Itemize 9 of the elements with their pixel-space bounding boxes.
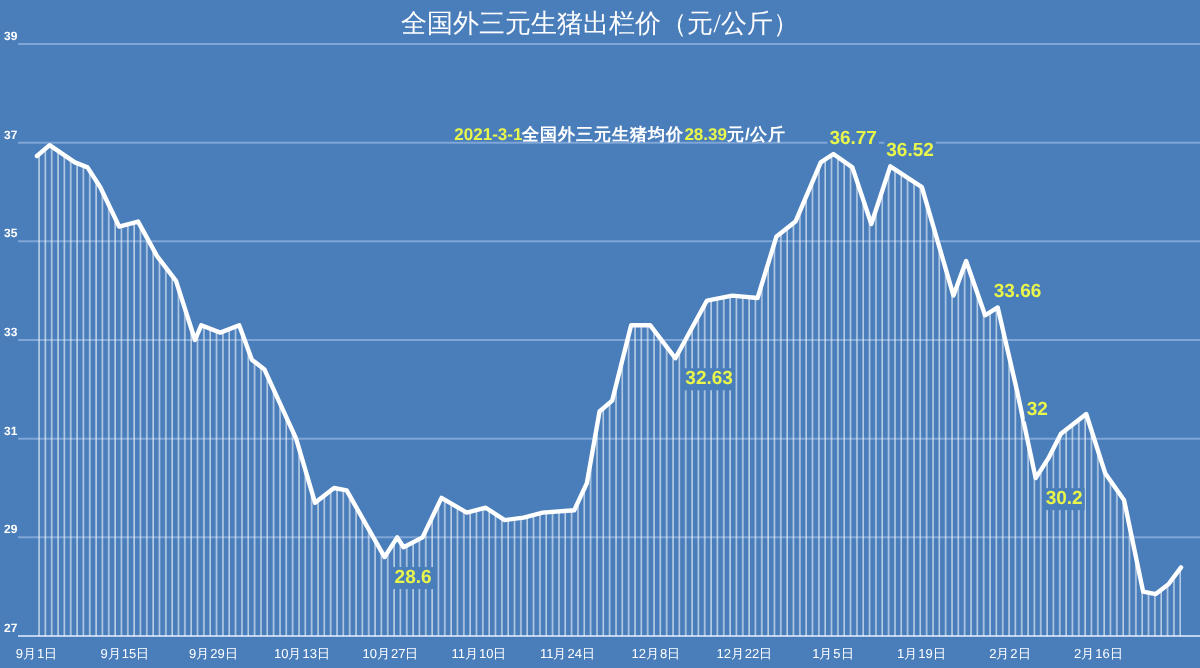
- chart-title: 全国外三元生猪出栏价（元/公斤）: [401, 8, 799, 38]
- annotation: 36.52: [886, 140, 934, 163]
- annotation: 30.2: [1045, 488, 1083, 511]
- annotation: 32: [1026, 399, 1048, 422]
- annotation: 32.63: [685, 368, 733, 391]
- annotation: 33.66: [993, 281, 1042, 304]
- annotation: 28.6: [394, 567, 432, 590]
- annotation: 2021-3-1全国外三元生猪均价28.39元/公斤: [454, 124, 786, 144]
- annotation: 36.77: [829, 128, 877, 151]
